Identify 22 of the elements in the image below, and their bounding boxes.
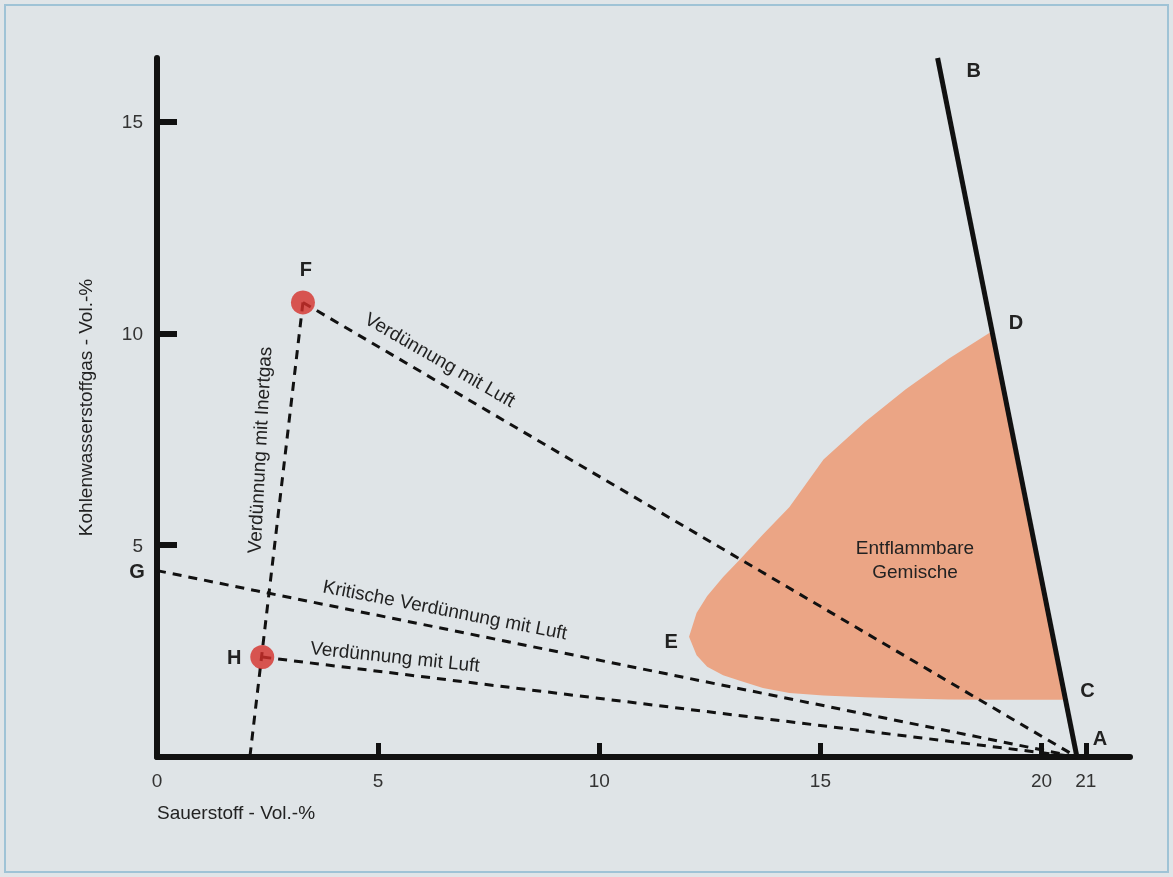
annotation: A [1092, 726, 1108, 750]
x-axis-title: Sauerstoff - Vol.-% [157, 802, 316, 823]
annotation: B [966, 58, 981, 82]
x-tick-label: 21 [1075, 770, 1097, 791]
annotation: G [129, 559, 145, 583]
annotation: Entflammbare Gemische [854, 536, 976, 584]
y-axis-title: Kohlenwasserstoffgas - Vol.-% [75, 278, 96, 537]
annotation: F [299, 257, 313, 281]
x-tick-label: 20 [1030, 770, 1053, 791]
x-tick-label: 0 [151, 770, 163, 791]
x-tick-label: 5 [372, 770, 384, 791]
annotation: Verdünnung mit Inertgas [243, 346, 277, 554]
x-tick-label: 15 [809, 770, 831, 791]
y-tick-label: 15 [121, 111, 143, 133]
annotation: H [227, 645, 242, 669]
annotation: D [1008, 310, 1024, 334]
y-tick-label: 5 [132, 534, 143, 556]
annotation: E [664, 629, 678, 653]
annotation: Verdünnung mit Luft [309, 637, 481, 677]
x-tick-label: 10 [588, 770, 610, 791]
y-tick-label: 10 [121, 322, 143, 344]
annotation: C [1080, 678, 1095, 702]
